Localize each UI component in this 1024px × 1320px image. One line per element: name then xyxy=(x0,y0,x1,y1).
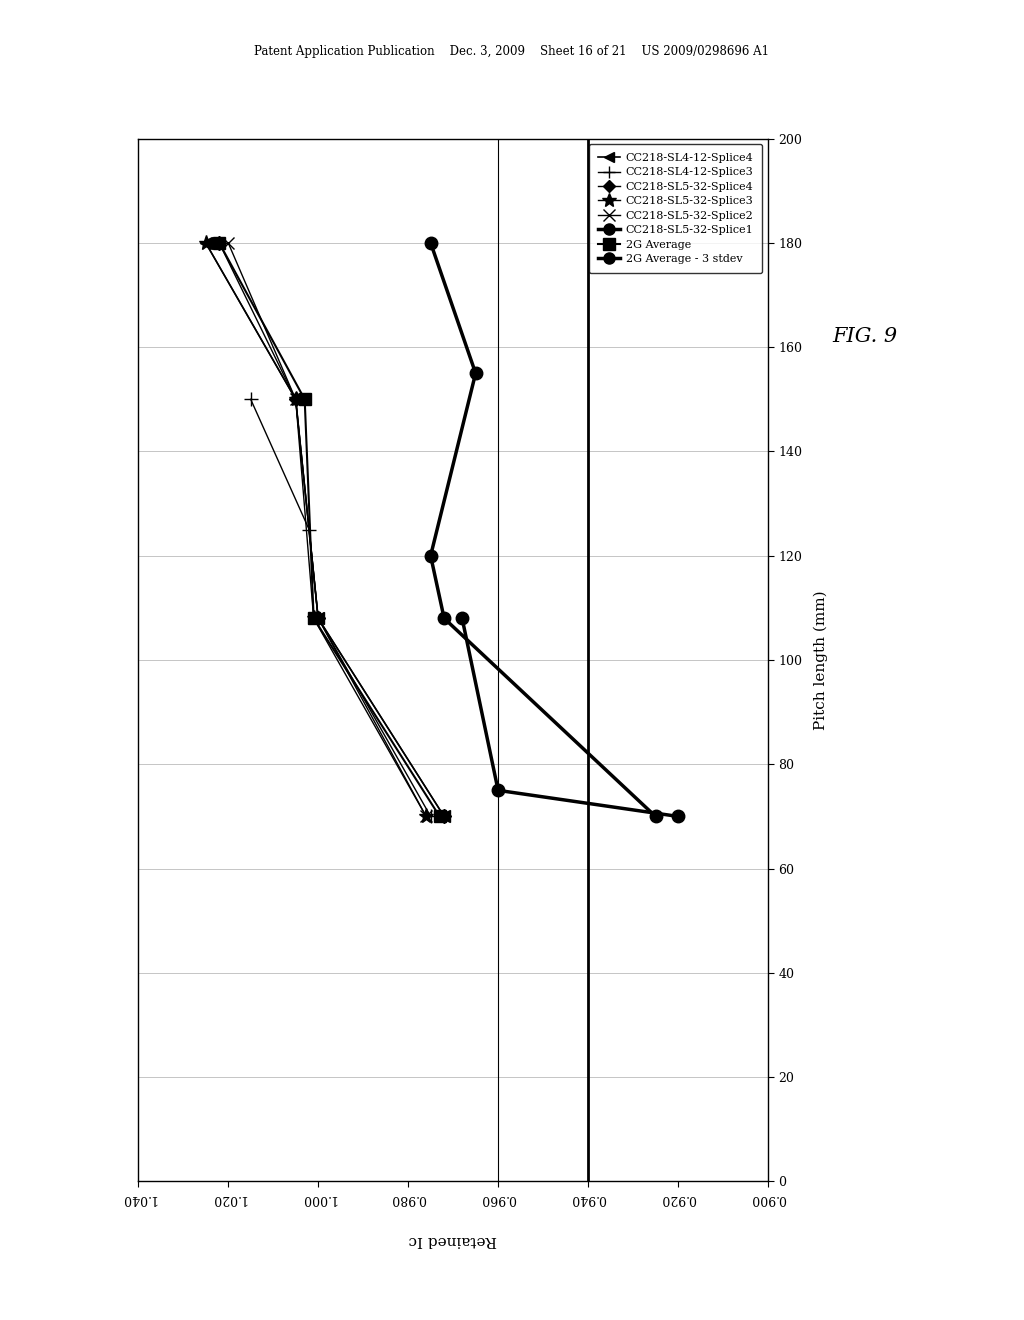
Text: Patent Application Publication    Dec. 3, 2009    Sheet 16 of 21    US 2009/0298: Patent Application Publication Dec. 3, 2… xyxy=(255,45,769,58)
X-axis label: Retained Ic: Retained Ic xyxy=(409,1233,498,1246)
Text: FIG. 9: FIG. 9 xyxy=(833,327,898,346)
Legend: CC218-SL4-12-Splice4, CC218-SL4-12-Splice3, CC218-SL5-32-Splice4, CC218-SL5-32-S: CC218-SL4-12-Splice4, CC218-SL4-12-Splic… xyxy=(589,144,763,273)
Y-axis label: Pitch length (mm): Pitch length (mm) xyxy=(813,590,828,730)
